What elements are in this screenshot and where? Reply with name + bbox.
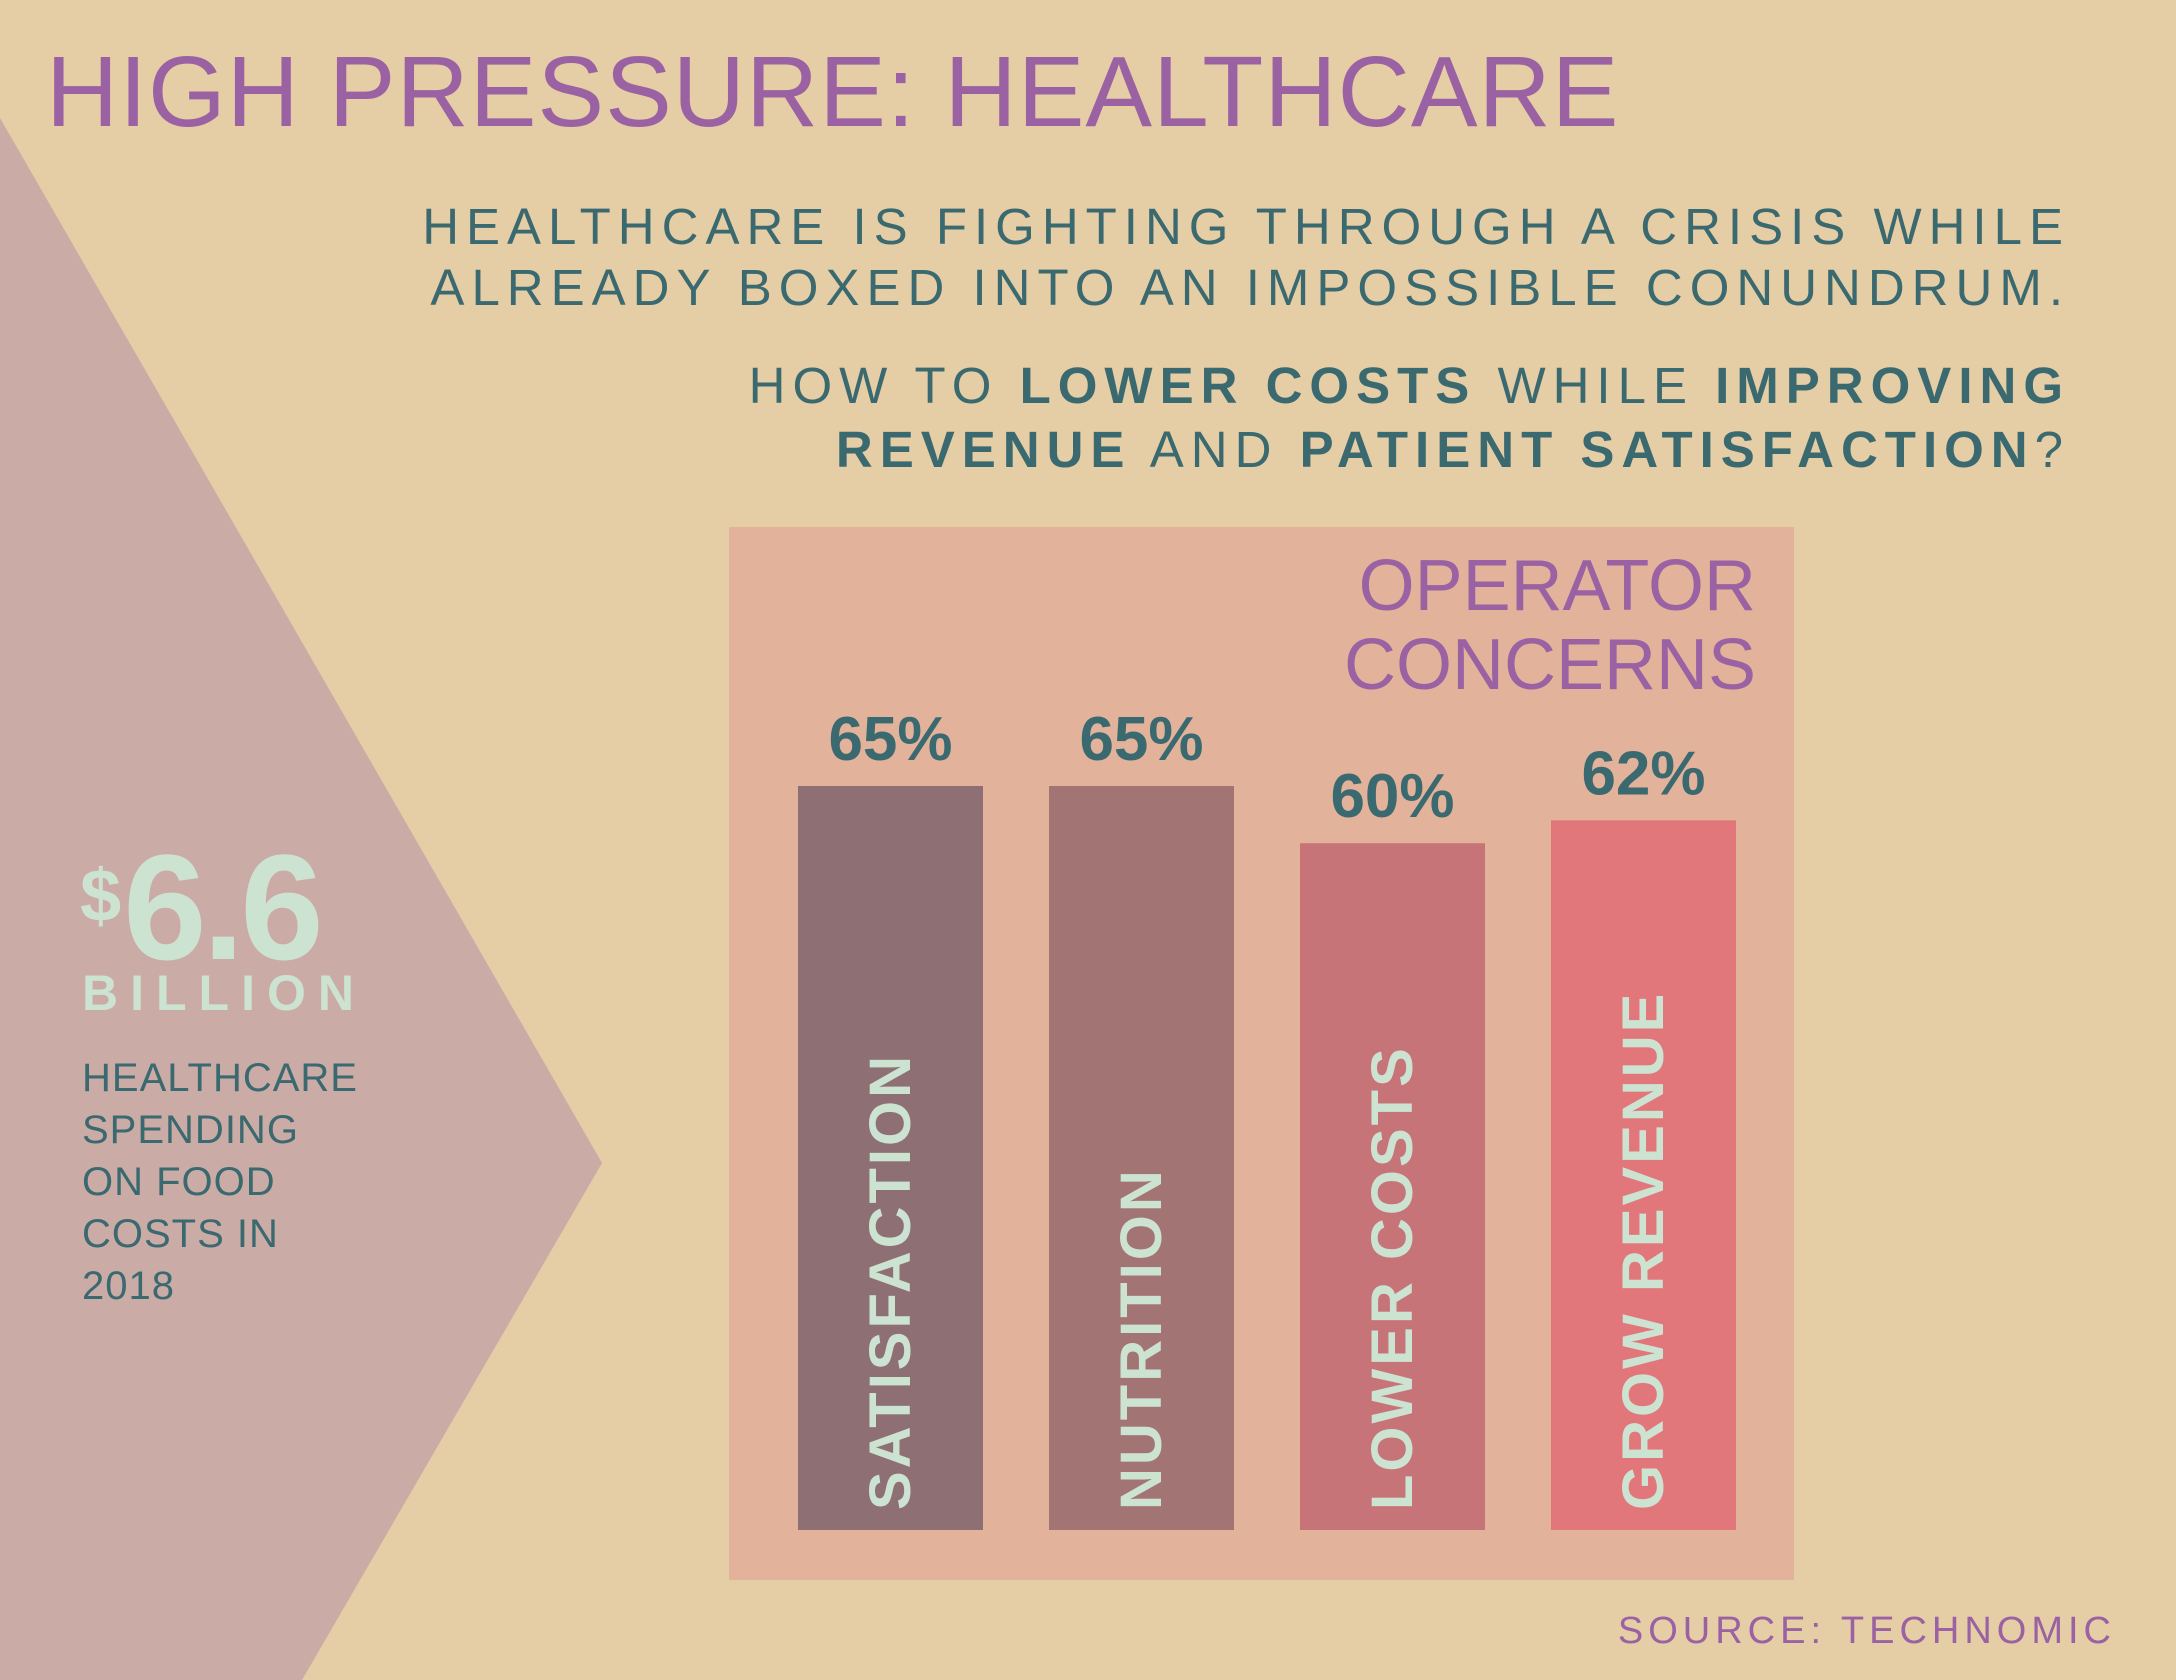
stat-description-line: ON FOOD xyxy=(82,1160,276,1204)
question-text: HOW TO LOWER COSTS WHILE IMPROVING REVEN… xyxy=(370,354,2070,482)
question-part-plain-1: HOW TO xyxy=(748,357,1020,414)
question-emphasis-revenue: REVENUE xyxy=(835,420,1132,478)
stat-currency: $ xyxy=(80,854,122,937)
stat-number: 6.6 xyxy=(123,823,324,991)
question-part-plain-3: AND xyxy=(1131,420,1300,478)
chart-title-line-1: OPERATOR xyxy=(1358,546,1756,626)
category-label-satisfaction: SATISFACTION xyxy=(858,1053,923,1510)
chart-panel: OPERATOR CONCERNS 65% SATISFACTION 65% NUTR… xyxy=(729,527,1794,1580)
bar-grow-revenue xyxy=(1551,820,1736,1530)
value-label-satisfaction: 65% xyxy=(828,705,952,774)
question-line-1: HOW TO LOWER COSTS WHILE IMPROVING xyxy=(370,354,2070,418)
subtitle-line-2: ALREADY BOXED INTO AN IMPOSSIBLE CONUNDR… xyxy=(430,259,2070,317)
question-emphasis-lower-costs: LOWER COSTS xyxy=(1019,357,1477,414)
category-label-lower-costs: LOWER COSTS xyxy=(1360,1045,1425,1510)
stat-description-line: 2018 xyxy=(82,1264,175,1308)
source-note: SOURCE: TECHNOMIC xyxy=(1617,1610,2116,1652)
subtitle: HEALTHCARE IS FIGHTING THROUGH A CRISIS … xyxy=(370,196,2070,318)
stat-unit: BILLION xyxy=(82,965,366,1021)
question-part-plain-4: ? xyxy=(2034,420,2070,478)
stat-description: HEALTHCARE SPENDING ON FOOD COSTS IN 201… xyxy=(82,1052,382,1312)
stat-description-line: HEALTHCARE xyxy=(82,1056,358,1100)
bar-chart: 65% SATISFACTION 65% NUTRITION 60% LOWER COST… xyxy=(798,705,1736,1530)
bar-satisfaction xyxy=(798,786,983,1530)
page-title: HIGH PRESSURE: HEALTHCARE xyxy=(46,36,1620,148)
question-part-plain-2: WHILE xyxy=(1476,357,1716,414)
subtitle-line-1: HEALTHCARE IS FIGHTING THROUGH A CRISIS … xyxy=(422,198,2070,255)
category-label-grow-revenue: GROW REVENUE xyxy=(1611,991,1676,1510)
stat-description-line: COSTS IN xyxy=(82,1212,279,1256)
chart-title-line-2: CONCERNS xyxy=(1343,625,1756,706)
value-label-grow-revenue: 62% xyxy=(1581,739,1705,808)
question-emphasis-patient-satisfaction: PATIENT SATISFACTION xyxy=(1299,420,2035,478)
question-emphasis-improving: IMPROVING xyxy=(1715,357,2070,414)
chart-title: OPERATOR CONCERNS xyxy=(1343,546,1756,706)
value-label-nutrition: 65% xyxy=(1079,705,1203,774)
bar-lower-costs xyxy=(1300,843,1485,1530)
category-label-nutrition: NUTRITION xyxy=(1109,1167,1174,1510)
bar-nutrition xyxy=(1049,786,1234,1530)
question-line-2: REVENUE AND PATIENT SATISFACTION? xyxy=(370,418,2070,482)
value-label-lower-costs: 60% xyxy=(1330,762,1454,831)
stat-description-line: SPENDING xyxy=(82,1108,299,1152)
stat-value: $6.6 xyxy=(80,832,324,982)
